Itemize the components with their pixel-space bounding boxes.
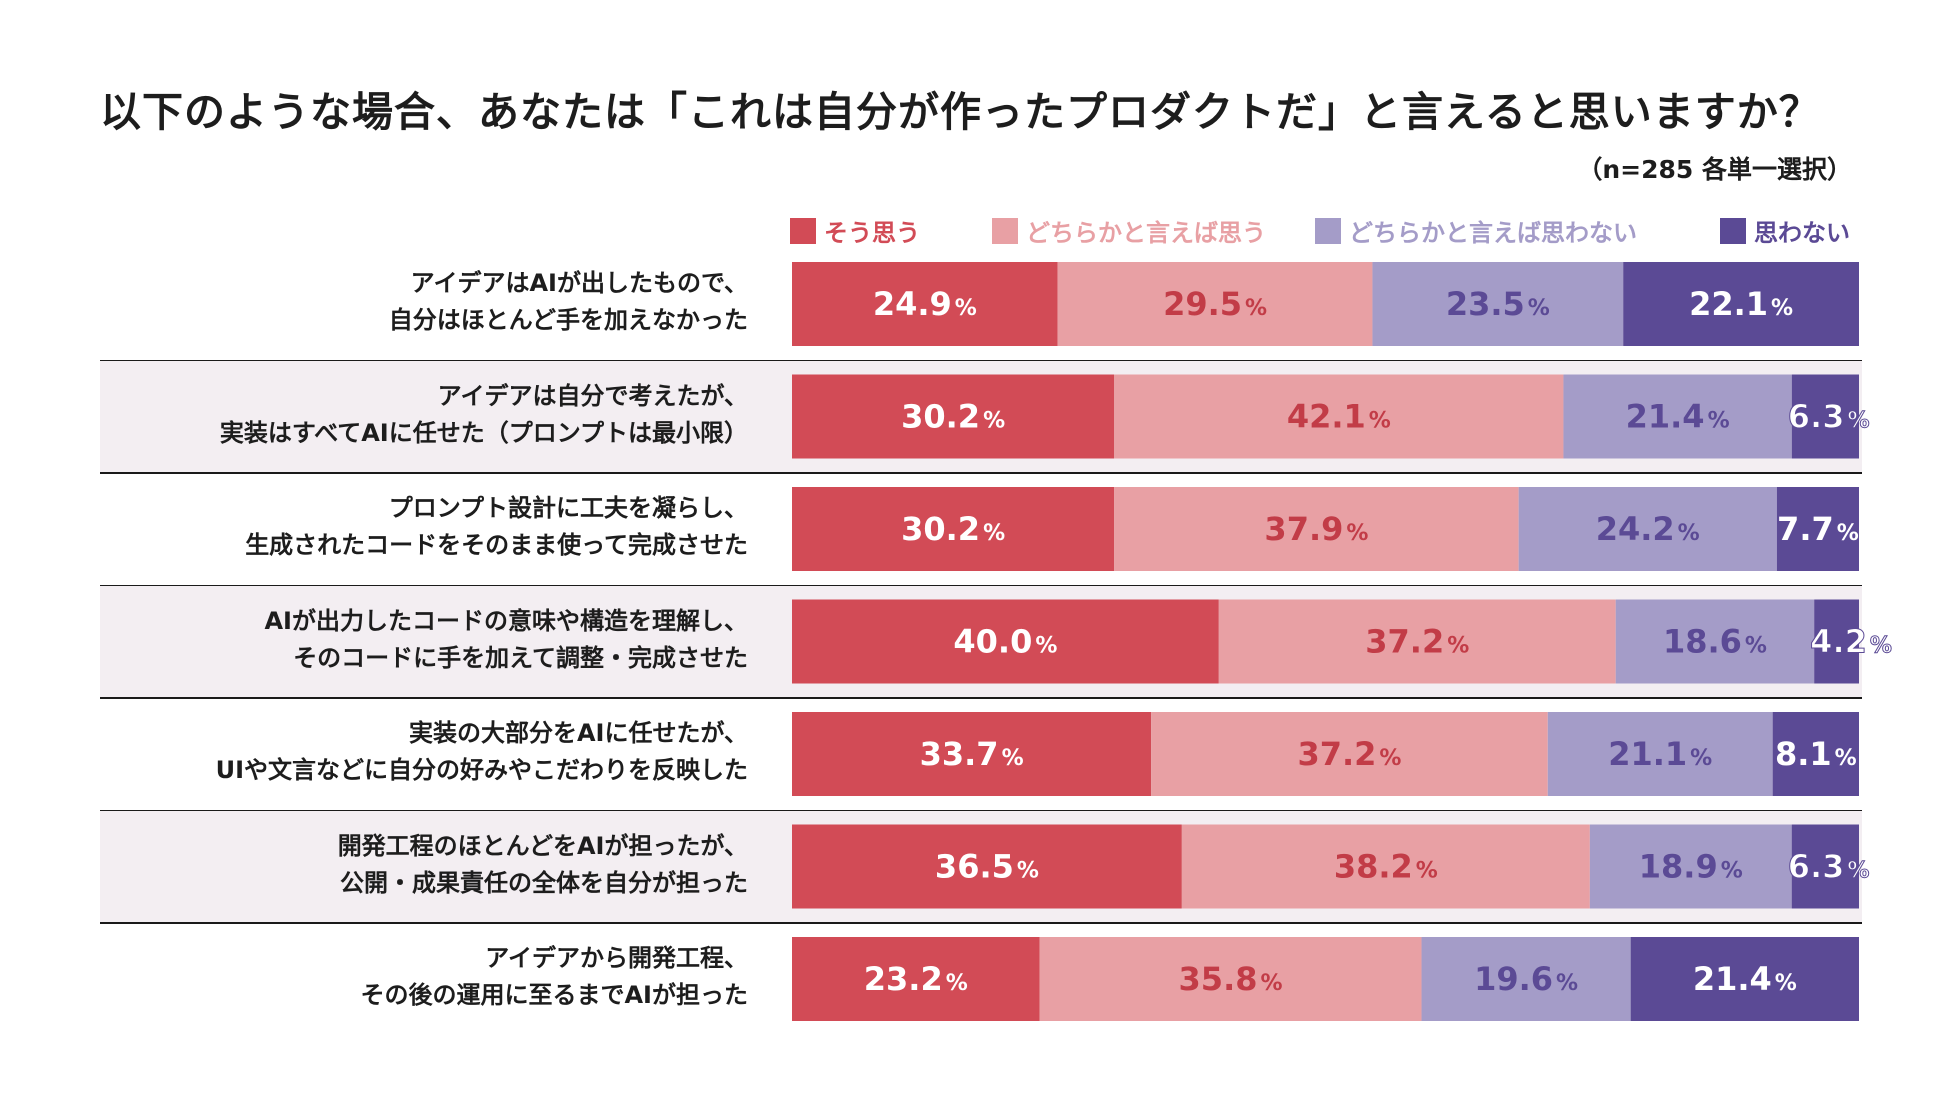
- value-label-6-2: 19.6%: [1474, 960, 1578, 998]
- bar-6-0: [792, 937, 1040, 1021]
- bar-5-0: [792, 824, 1182, 909]
- bar-3-2: [1615, 599, 1815, 684]
- value-label-5-2: 18.9%: [1639, 848, 1743, 886]
- value-label-6-0: 23.2%: [864, 960, 968, 998]
- category-label-4-line-0: 実装の大部分をAIに任せたが、: [408, 719, 748, 747]
- value-label-2-0: 30.2%: [901, 510, 1005, 548]
- sample-note: （n=285 各単一選択）: [1577, 155, 1852, 184]
- value-label-4-2: 21.1%: [1608, 735, 1712, 773]
- legend-swatch-0: [790, 217, 816, 244]
- value-label-1-3: 6.3%: [1788, 398, 1870, 436]
- category-label-6-line-0: アイデアから開発工程、: [485, 944, 748, 972]
- bar-2-3: [1776, 487, 1859, 571]
- chart-title: 以下のような場合、あなたは「これは自分が作ったプロダクトだ」と言えると思いますか…: [100, 88, 1821, 136]
- category-label-0: アイデアはAIが出したもので、自分はほとんど手を加えなかった: [0, 265, 748, 339]
- value-label-2-3: 7.7%: [1777, 510, 1859, 548]
- bar-6-1: [1039, 937, 1422, 1021]
- category-label-1-line-0: アイデアは自分で考えたが、: [437, 381, 748, 410]
- value-label-2-2: 24.2%: [1596, 510, 1700, 548]
- category-label-3-line-1: そのコードに手を加えて調整・完成させた: [293, 643, 748, 672]
- value-label-0-0: 24.9%: [873, 285, 977, 323]
- row-separator-3: [100, 697, 1862, 699]
- value-label-0-1: 29.5%: [1163, 285, 1267, 323]
- bar-1-2: [1563, 374, 1792, 459]
- value-label-1-2: 21.4%: [1626, 398, 1730, 436]
- bar-5-3: [1791, 824, 1859, 909]
- value-label-0-3: 22.1%: [1689, 285, 1793, 323]
- category-label-1: アイデアは自分で考えたが、実装はすべてAIに任せた（プロンプトは最小限）: [0, 378, 748, 452]
- bar-3-3: [1814, 599, 1859, 684]
- legend-item-1: どちらかと言えば思う: [992, 213, 1266, 248]
- bar-5-1: [1181, 824, 1590, 909]
- category-label-5: 開発工程のほとんどをAIが担ったが、 公開・成果責任の全体を自分が担った: [0, 828, 748, 902]
- category-label-0-line-1: 自分はほとんど手を加えなかった: [388, 306, 748, 334]
- row-separator-5: [100, 922, 1862, 924]
- legend: そう思う どちらかと言えば思う どちらかと言えば思わない 思わない: [790, 213, 1860, 249]
- value-label-6-1: 35.8%: [1179, 960, 1283, 998]
- legend-item-0: そう思う: [790, 213, 920, 248]
- bar-0-0: [792, 262, 1058, 346]
- legend-label-1: どちらかと言えば思う: [1026, 219, 1266, 247]
- legend-swatch-3: [1720, 217, 1746, 244]
- category-label-2-line-1: 生成されたコードをそのまま使って完成させた: [245, 531, 748, 559]
- category-label-2-line-0: プロンプト設計に工夫を凝らし、: [388, 494, 748, 522]
- legend-label-3: 思わない: [1754, 219, 1850, 247]
- category-label-2: プロンプト設計に工夫を凝らし、生成されたコードをそのまま使って完成させた: [0, 490, 748, 564]
- bar-2-2: [1518, 487, 1777, 571]
- bar-4-2: [1547, 712, 1773, 796]
- category-label-3-line-0: AIが出力したコードの意味や構造を理解し、: [264, 606, 748, 635]
- legend-swatch-2: [1315, 217, 1341, 244]
- category-label-6-line-1: その後の運用に至るまでAIが担った: [360, 981, 748, 1009]
- bar-2-1: [1114, 487, 1519, 571]
- category-label-1-line-1: 実装はすべてAIに任せた（プロンプトは最小限）: [219, 418, 748, 447]
- category-label-5-line-1: 公開・成果責任の全体を自分が担った: [340, 868, 748, 897]
- category-label-4: 実装の大部分をAIに任せたが、 UIや文言などに自分の好みやこだわりを反映した: [0, 715, 748, 789]
- value-label-2-1: 37.9%: [1264, 510, 1368, 548]
- legend-item-3: 思わない: [1720, 213, 1850, 248]
- value-label-0-2: 23.5%: [1446, 285, 1550, 323]
- legend-label-2: どちらかと言えば思わない: [1349, 219, 1637, 247]
- value-label-5-1: 38.2%: [1334, 848, 1438, 886]
- legend-swatch-1: [992, 217, 1018, 244]
- value-label-4-1: 37.2%: [1297, 735, 1401, 773]
- bar-1-1: [1114, 374, 1564, 459]
- bar-0-3: [1623, 262, 1859, 346]
- category-label-5-line-0: 開発工程のほとんどをAIが担ったが、: [337, 831, 748, 860]
- bar-2-0: [792, 487, 1115, 571]
- value-label-3-1: 37.2%: [1365, 623, 1469, 661]
- value-label-6-3: 21.4%: [1693, 960, 1797, 998]
- category-label-4-line-1: UIや文言などに自分の好みやこだわりを反映した: [215, 756, 748, 784]
- value-label-3-2: 18.6%: [1663, 623, 1767, 661]
- value-label-4-3: 8.1%: [1775, 735, 1857, 773]
- bar-3-1: [1218, 599, 1616, 684]
- value-label-1-0: 30.2%: [901, 398, 1005, 436]
- bar-4-3: [1772, 712, 1859, 796]
- legend-item-2: どちらかと言えば思わない: [1315, 213, 1637, 248]
- bar-6-3: [1630, 937, 1859, 1021]
- legend-label-0: そう思う: [824, 219, 920, 247]
- value-label-5-0: 36.5%: [935, 848, 1039, 886]
- value-label-3-3: 4.2%: [1810, 623, 1892, 661]
- bar-4-0: [792, 712, 1152, 796]
- row-separator-1: [100, 472, 1862, 474]
- value-label-5-3: 6.3%: [1788, 848, 1870, 886]
- bar-0-2: [1372, 262, 1624, 346]
- bar-3-0: [792, 599, 1219, 684]
- category-label-3: AIが出力したコードの意味や構造を理解し、そのコードに手を加えて調整・完成させた: [0, 603, 748, 677]
- value-label-1-1: 42.1%: [1287, 398, 1391, 436]
- value-label-3-0: 40.0%: [953, 623, 1057, 661]
- bar-0-1: [1057, 262, 1373, 346]
- bar-1-3: [1791, 374, 1859, 459]
- bar-5-2: [1589, 824, 1792, 909]
- bar-4-1: [1151, 712, 1548, 796]
- bar-1-0: [792, 374, 1115, 459]
- bar-6-2: [1421, 937, 1631, 1021]
- category-label-6: アイデアから開発工程、その後の運用に至るまでAIが担った: [0, 940, 748, 1014]
- value-label-4-0: 33.7%: [920, 735, 1024, 773]
- category-label-0-line-0: アイデアはAIが出したもので、: [410, 269, 748, 297]
